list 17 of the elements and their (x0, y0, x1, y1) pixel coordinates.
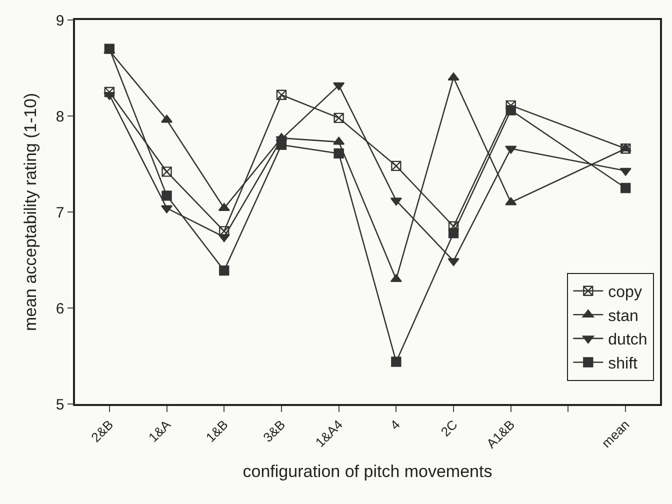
y-tick-label: 6 (56, 300, 64, 318)
y-axis-title: mean acceptability rating (1-10) (20, 92, 40, 332)
legend-label: shift (608, 356, 638, 372)
x-tick-label: 3&B (260, 416, 288, 445)
x-tick-label: 1&A (145, 416, 174, 445)
y-tick-label: 8 (56, 108, 64, 126)
x-axis-title: configuration of pitch movements (242, 462, 492, 481)
y-tick-label: 5 (56, 396, 64, 414)
x-tick-label: 2&B (88, 416, 116, 445)
x-tick-label: 2C (438, 416, 460, 440)
legend-label: copy (608, 284, 642, 302)
y-tick-label: 9 (56, 12, 64, 30)
x-tick-label: 1&B (202, 416, 231, 445)
y-tick-label: 7 (56, 204, 64, 222)
legend-label: dutch (608, 332, 648, 349)
legend-label: stan (608, 308, 638, 325)
x-tick-label: 4 (387, 416, 403, 433)
